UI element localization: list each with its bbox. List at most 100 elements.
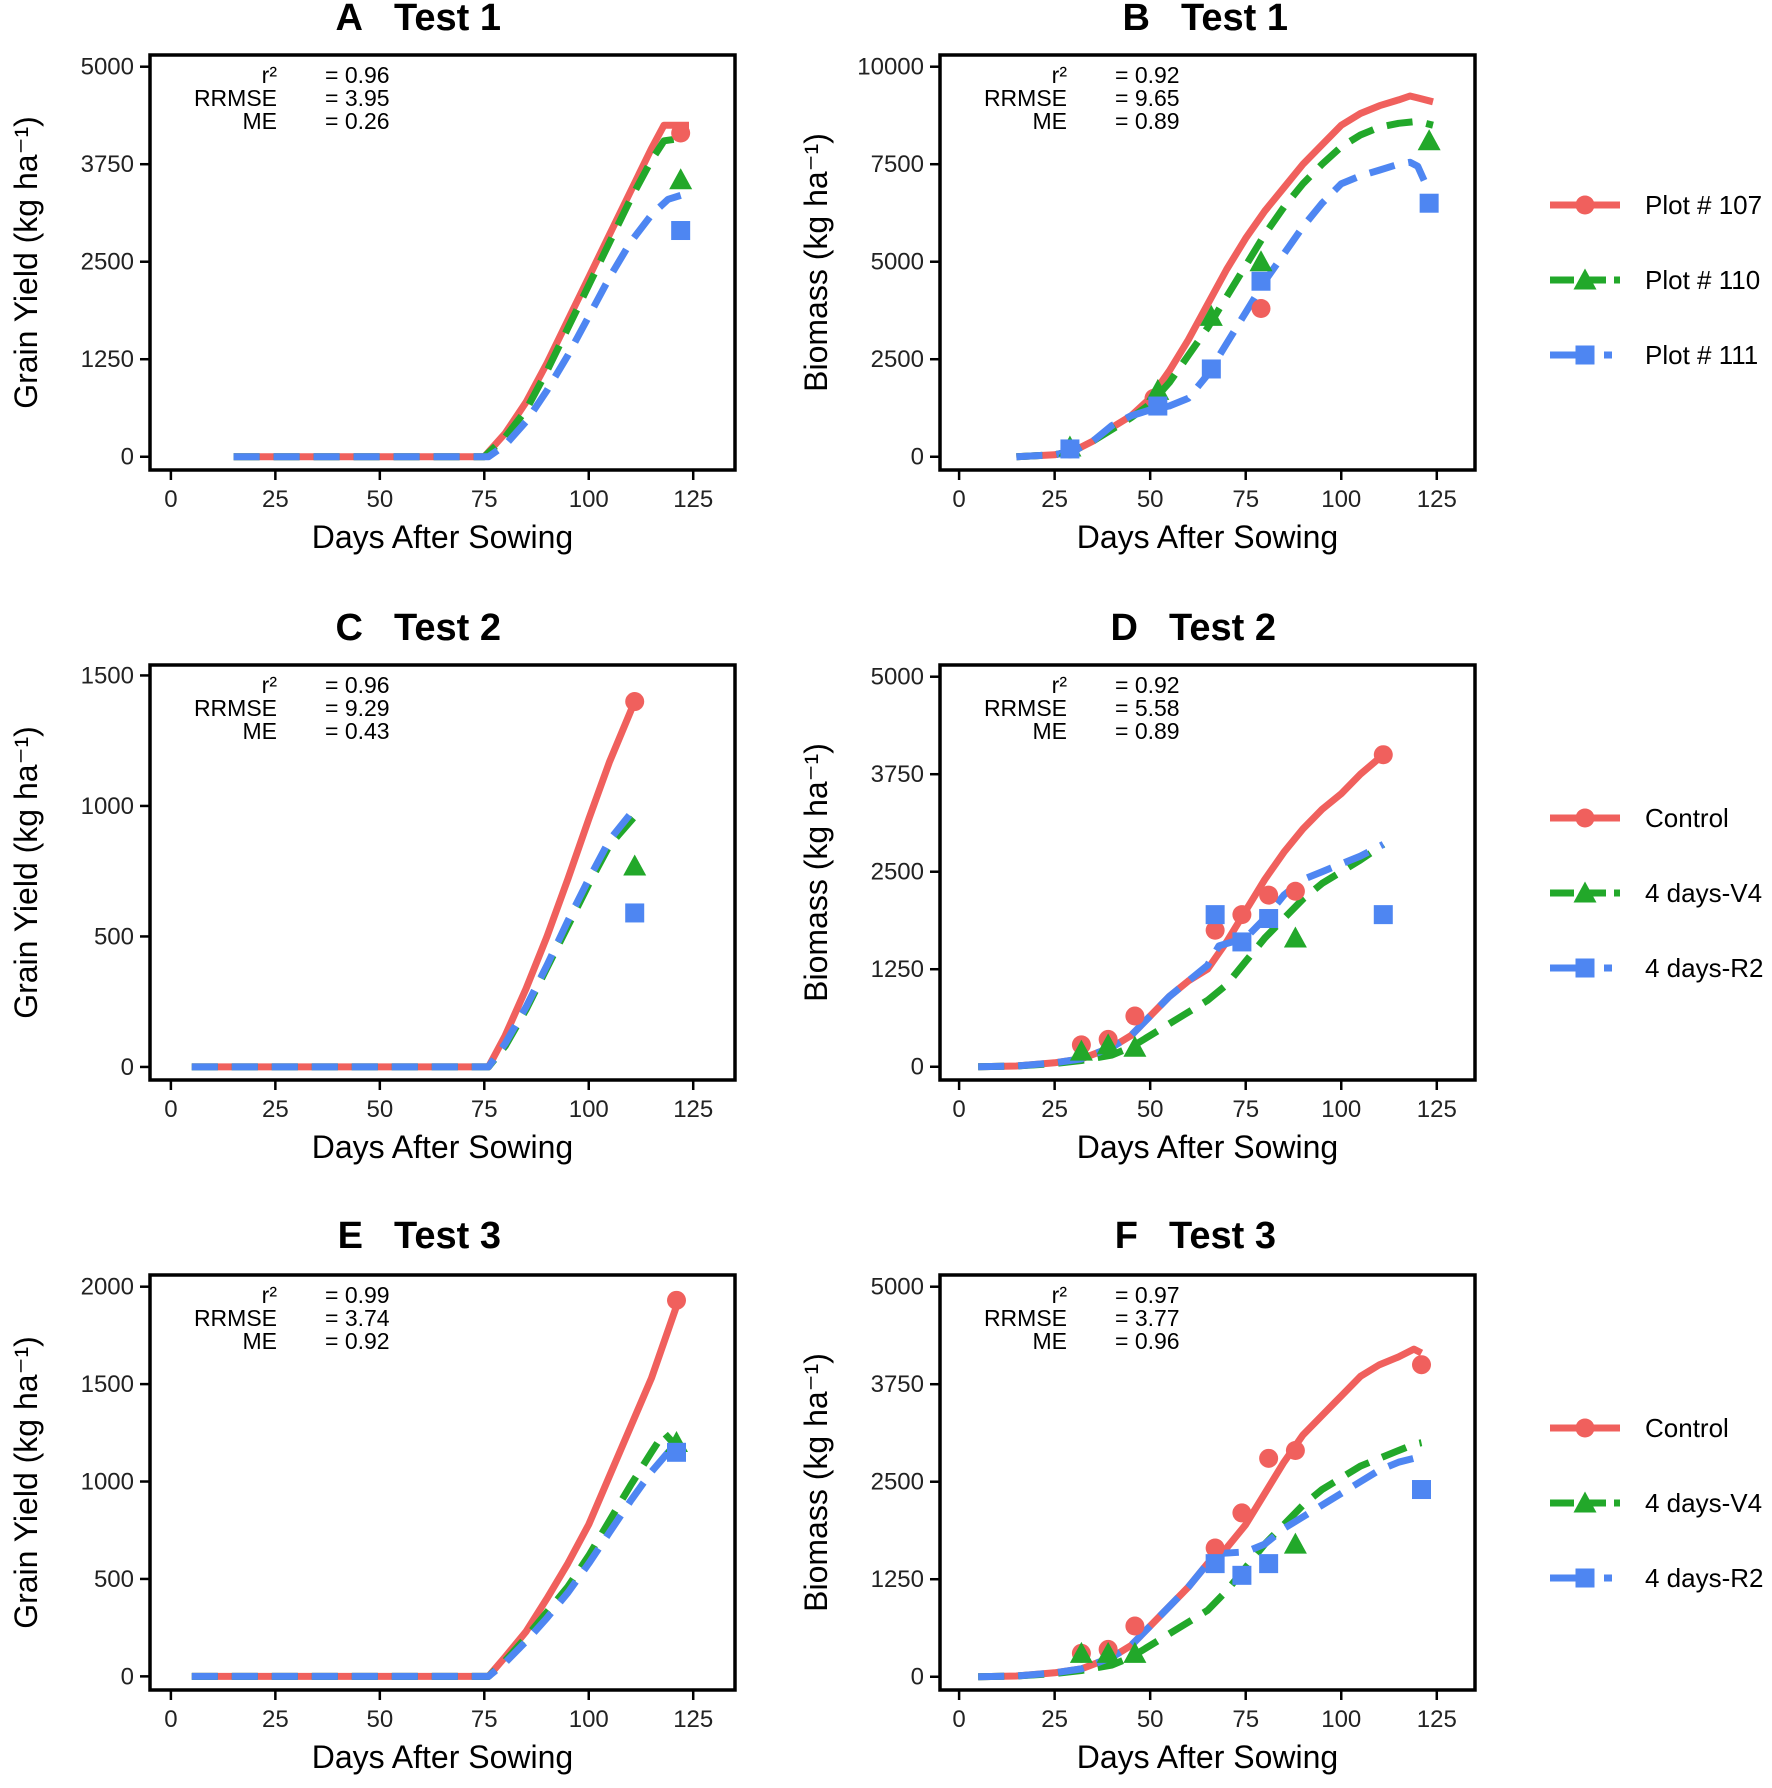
x-tick-label: 100 [1321, 486, 1361, 513]
y-tick-label: 1500 [81, 1371, 134, 1398]
data-point-s1 [1412, 1355, 1431, 1375]
x-tick-label: 0 [164, 1706, 177, 1733]
data-point-s2 [1123, 1641, 1147, 1663]
panel-letter: D [1111, 607, 1138, 649]
data-point-s1 [1285, 1441, 1305, 1461]
legend-marker-s1 [1575, 1418, 1595, 1438]
x-tick-label: 75 [471, 1096, 498, 1123]
data-point-s3 [1205, 1554, 1225, 1574]
legend-marker-s2 [1573, 268, 1597, 290]
y-tick-label: 5000 [871, 249, 924, 276]
y-tick-label: 0 [121, 1663, 134, 1690]
data-point-s2 [1199, 304, 1223, 326]
x-tick-label: 75 [471, 486, 498, 513]
plot-frame [148, 53, 737, 472]
data-point-s1 [671, 123, 691, 143]
data-point-s3 [1060, 439, 1080, 459]
legend-label: Control [1645, 803, 1729, 833]
x-tick-label: 100 [1321, 1706, 1361, 1733]
panel-b: B Test 1 0 25 50 75 100 125 0 2500 5000 7500 10000 Da… [798, 0, 1477, 555]
legend-marker-s2 [1573, 1491, 1597, 1513]
y-tick-label: 7500 [871, 151, 924, 178]
y-tick-label: 2000 [81, 1274, 134, 1301]
legend-label: Plot # 107 [1645, 190, 1762, 220]
y-tick-label: 2500 [871, 859, 924, 886]
panel-a: A Test 10 25 50 75 100 12501250250037505000Day… [8, 0, 737, 555]
data-point-s2 [1249, 250, 1273, 272]
legend-marker-s1 [1575, 195, 1595, 215]
panel-f: F Test 30 25 50 75 100 12501250250037505000Day… [798, 1215, 1477, 1775]
x-axis-label: Days After Sowing [1077, 519, 1338, 555]
panel-title: Test 3 [394, 1215, 501, 1257]
panel-title: Test 2 [1169, 607, 1276, 649]
stat-value: = 9.29 [325, 695, 390, 721]
legend-3: Control 4 days-V4 4 days-R2 [1550, 1413, 1764, 1593]
y-tick-label: 3750 [81, 151, 134, 178]
data-point-s1 [1125, 1616, 1145, 1636]
legend-marker-s3 [1575, 345, 1595, 365]
x-tick-label: 100 [569, 1096, 609, 1123]
series-line-s3 [191, 1448, 678, 1680]
panel-letter: B [1123, 0, 1150, 39]
stat-name: ME [1033, 1328, 1068, 1354]
series-line-s3 [191, 806, 638, 1071]
y-axis-label: Grain Yield (kg ha⁻¹) [8, 116, 44, 409]
legend-marker-s3 [1575, 1568, 1595, 1588]
stat-name: r² [262, 672, 278, 698]
data-point-s2 [1123, 1035, 1147, 1057]
data-point-s3 [671, 221, 691, 241]
y-tick-label: 500 [94, 1566, 134, 1593]
data-point-s3 [1148, 396, 1168, 416]
x-tick-label: 25 [1041, 486, 1068, 513]
y-tick-label: 5000 [81, 54, 134, 81]
y-tick-label: 3750 [871, 761, 924, 788]
x-tick-label: 25 [1041, 1706, 1068, 1733]
data-point-s1 [1259, 885, 1279, 905]
series-line-s3 [233, 192, 682, 461]
stat-value: = 3.95 [325, 85, 390, 111]
series-line-s2 [191, 1429, 680, 1680]
data-point-s3 [625, 903, 645, 923]
data-point-s2 [1283, 926, 1307, 948]
stat-name: r² [1052, 62, 1068, 88]
legend-2: Control 4 days-V4 4 days-R2 [1550, 803, 1764, 983]
y-tick-label: 1000 [81, 793, 134, 820]
data-point-s2 [1146, 378, 1170, 400]
y-tick-label: 10000 [857, 54, 924, 81]
y-tick-label: 1250 [81, 346, 134, 373]
data-point-s2 [1283, 1532, 1307, 1554]
legend-marker-s3 [1575, 958, 1595, 978]
x-axis-label: Days After Sowing [312, 519, 573, 555]
series-line-s2 [978, 841, 1386, 1071]
plot-frame [148, 663, 737, 1082]
stat-value: = 0.92 [1115, 62, 1180, 88]
x-tick-label: 50 [1137, 1096, 1164, 1123]
stat-value: = 0.89 [1115, 108, 1180, 134]
stat-value: = 3.77 [1115, 1305, 1180, 1331]
data-point-s1 [1205, 1538, 1225, 1558]
panel-title: Test 2 [394, 607, 501, 649]
y-tick-label: 1000 [81, 1469, 134, 1496]
stat-name: ME [243, 1328, 278, 1354]
x-tick-label: 75 [1232, 1706, 1259, 1733]
panel-letter: F [1115, 1215, 1138, 1257]
stat-value: = 0.92 [1115, 672, 1180, 698]
plot-frame [938, 53, 1477, 472]
data-point-s3 [1232, 1565, 1252, 1585]
x-tick-label: 0 [952, 1096, 965, 1123]
panel-title: Test 1 [1181, 0, 1288, 39]
y-tick-label: 2500 [81, 249, 134, 276]
stat-value: = 9.65 [1115, 85, 1180, 111]
panel-d: D Test 20 25 50 75 100 12501250250037505000Day… [798, 607, 1477, 1165]
x-tick-label: 125 [1417, 1706, 1457, 1733]
data-point-s2 [669, 168, 693, 190]
y-tick-label: 0 [911, 1664, 924, 1691]
y-tick-label: 1250 [871, 956, 924, 983]
data-point-s2 [1417, 129, 1441, 151]
data-point-s1 [1259, 1448, 1279, 1468]
stat-name: RRMSE [194, 85, 277, 111]
x-tick-label: 125 [1417, 1096, 1457, 1123]
stat-name: ME [243, 108, 278, 134]
legend-label: 4 days-V4 [1645, 1488, 1762, 1518]
